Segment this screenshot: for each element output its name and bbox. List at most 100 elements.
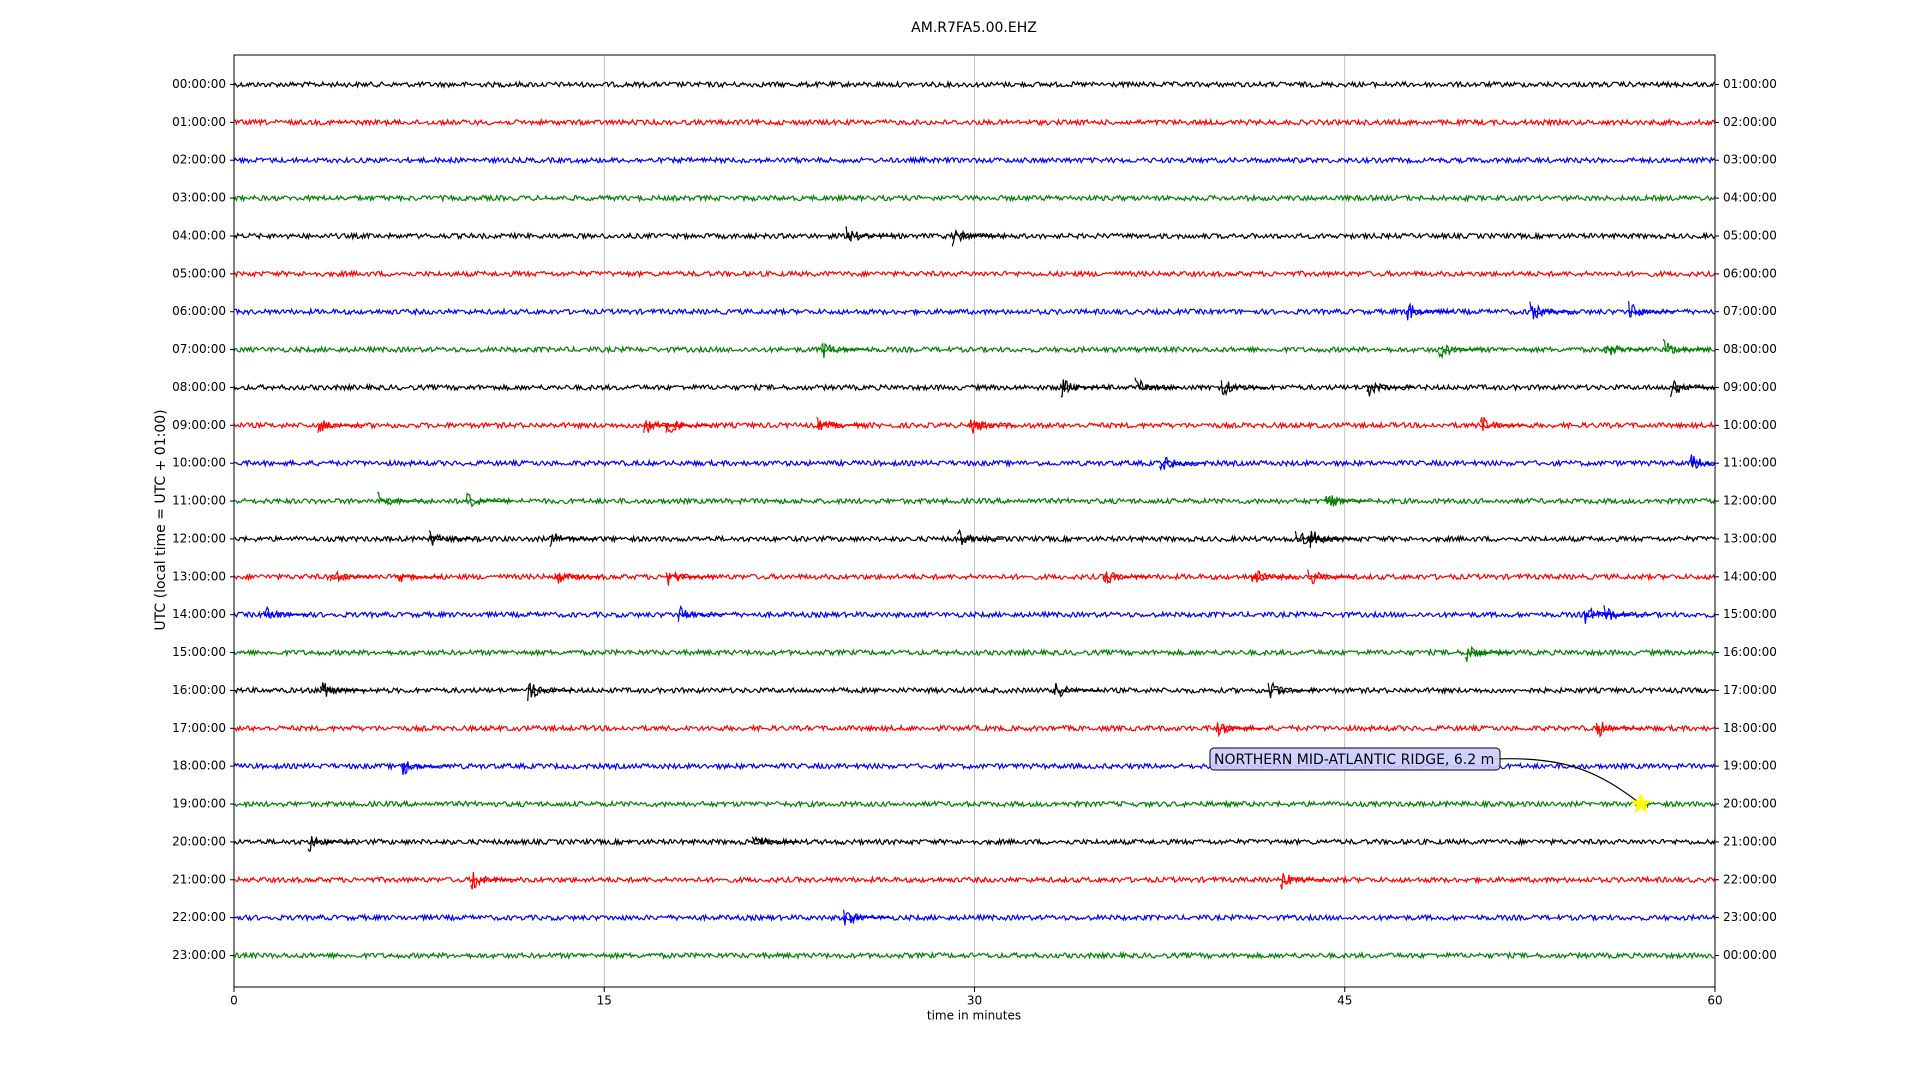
- row-label-left: 18:00:00: [172, 759, 226, 773]
- row-label-right: 20:00:00: [1723, 797, 1777, 811]
- event: [1102, 571, 1150, 585]
- event: [1529, 301, 1577, 320]
- row-label-left: 02:00:00: [172, 153, 226, 167]
- row-label-right: 23:00:00: [1723, 910, 1777, 924]
- event: [1479, 417, 1528, 431]
- event: [1465, 645, 1513, 662]
- event: [527, 682, 575, 702]
- trace: [233, 571, 1716, 582]
- row-label-right: 16:00:00: [1723, 645, 1777, 659]
- row-label-right: 00:00:00: [1723, 948, 1777, 962]
- event-marker: [1629, 792, 1652, 814]
- row-label-right: 06:00:00: [1723, 266, 1777, 280]
- x-tick-label: 30: [967, 994, 982, 1008]
- row-label-right: 17:00:00: [1723, 683, 1777, 697]
- event: [1215, 722, 1264, 738]
- event: [1324, 495, 1372, 507]
- row-label-right: 19:00:00: [1723, 759, 1777, 773]
- event: [751, 835, 800, 846]
- row-label-left: 19:00:00: [172, 797, 226, 811]
- row-label-left: 15:00:00: [172, 645, 226, 659]
- row-label-left: 10:00:00: [172, 456, 226, 470]
- row-label-left: 06:00:00: [172, 304, 226, 318]
- event: [1060, 379, 1108, 398]
- event: [1294, 530, 1343, 545]
- row-label-left: 11:00:00: [172, 494, 226, 508]
- row-label-left: 20:00:00: [172, 834, 226, 848]
- event: [956, 528, 1004, 546]
- event: [1603, 344, 1651, 356]
- row-label-left: 04:00:00: [172, 228, 226, 242]
- event: [969, 419, 1017, 434]
- event: [307, 835, 355, 853]
- event: [1280, 873, 1328, 890]
- row-label-left: 05:00:00: [172, 266, 226, 280]
- trace: [233, 685, 1716, 696]
- row-label-left: 22:00:00: [172, 910, 226, 924]
- x-tick-label: 45: [1337, 994, 1352, 1008]
- row-label-left: 23:00:00: [172, 948, 226, 962]
- row-label-right: 07:00:00: [1723, 304, 1777, 318]
- row-label-right: 04:00:00: [1723, 191, 1777, 205]
- trace: [233, 912, 1716, 923]
- plot-frame: [233, 54, 1716, 988]
- event: [816, 417, 864, 431]
- row-label-right: 18:00:00: [1723, 721, 1777, 735]
- trace: [233, 382, 1716, 392]
- event: [1628, 301, 1676, 318]
- event: [1595, 721, 1644, 738]
- annotation-text: NORTHERN MID-ATLANTIC RIDGE, 6.2 m: [1214, 752, 1494, 768]
- event: [470, 871, 518, 890]
- chart-title: AM.R7FA5.00.EHZ: [911, 20, 1037, 36]
- row-label-left: 12:00:00: [172, 531, 226, 545]
- row-label-right: 03:00:00: [1723, 153, 1777, 167]
- row-label-right: 13:00:00: [1723, 531, 1777, 545]
- event: [554, 571, 602, 584]
- trace: [233, 458, 1716, 469]
- row-label-left: 03:00:00: [172, 191, 226, 205]
- event: [1250, 570, 1298, 583]
- event: [465, 491, 513, 508]
- trace: [234, 306, 1716, 317]
- event: [1670, 379, 1716, 398]
- event: [428, 530, 476, 546]
- trace: [233, 117, 1716, 128]
- event: [1689, 454, 1715, 470]
- row-label-left: 14:00:00: [172, 607, 226, 621]
- event: [329, 570, 378, 583]
- trace: [233, 799, 1716, 809]
- row-label-left: 16:00:00: [172, 683, 226, 697]
- x-tick-label: 15: [597, 994, 612, 1008]
- row-label-left: 13:00:00: [172, 569, 226, 583]
- event: [1662, 338, 1711, 355]
- row-label-right: 15:00:00: [1723, 607, 1777, 621]
- event: [1220, 380, 1269, 397]
- event: [845, 226, 893, 243]
- row-label-left: 17:00:00: [172, 721, 226, 735]
- row-label-left: 21:00:00: [172, 872, 226, 886]
- annotation-box: [1209, 747, 1501, 771]
- event: [665, 420, 713, 433]
- event: [317, 420, 365, 433]
- event: [1307, 569, 1355, 585]
- row-label-right: 10:00:00: [1723, 418, 1777, 432]
- row-label-left: 07:00:00: [172, 342, 226, 356]
- trace: [233, 837, 1716, 847]
- event: [1134, 377, 1182, 392]
- trace: [233, 155, 1716, 165]
- row-label-left: 00:00:00: [172, 77, 226, 91]
- trace: [233, 269, 1716, 279]
- x-tick-label: 60: [1707, 994, 1722, 1008]
- event: [1267, 681, 1316, 699]
- row-label-left: 09:00:00: [172, 418, 226, 432]
- event: [951, 228, 1000, 247]
- row-label-left: 08:00:00: [172, 380, 226, 394]
- row-label-right: 22:00:00: [1723, 872, 1777, 886]
- row-label-right: 01:00:00: [1723, 77, 1777, 91]
- trace: [233, 193, 1716, 203]
- event: [319, 682, 368, 697]
- row-label-right: 11:00:00: [1723, 456, 1777, 470]
- row-label-right: 09:00:00: [1723, 380, 1777, 394]
- trace: [233, 231, 1716, 241]
